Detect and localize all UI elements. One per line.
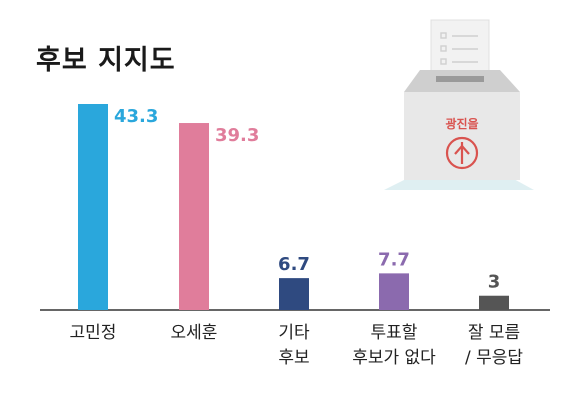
bar-series [78, 104, 509, 310]
chart-title: 후보 지지도 [36, 45, 176, 76]
ballot-slot [436, 76, 484, 82]
category-label-2: 오세훈 [171, 323, 218, 343]
ballot-box-icon: 광진을 [384, 19, 534, 190]
value-label-5: 3 [488, 272, 501, 293]
value-label-2: 39.3 [215, 125, 259, 146]
ballot-box-label: 광진을 [445, 116, 478, 131]
category-label-4: 투표할 후보가 없다 [352, 323, 436, 368]
bar-2 [179, 123, 209, 310]
value-label-1: 43.3 [114, 106, 158, 127]
bar-1 [78, 104, 108, 310]
category-label-3: 기타 후보 [278, 323, 310, 368]
value-label-4: 7.7 [378, 249, 410, 270]
bar-4 [379, 273, 409, 310]
category-label-1: 고민정 [70, 323, 117, 343]
vote-stamp-icon [445, 136, 479, 170]
ballot-box-shadow [384, 178, 534, 190]
value-label-3: 6.7 [278, 254, 310, 275]
ballot-paper-lines [440, 32, 478, 65]
value-labels: 43.3 39.3 6.7 7.7 3 [114, 106, 500, 293]
bar-5 [479, 295, 509, 310]
category-label-5: 잘 모름 / 무응답 [465, 323, 523, 368]
bar-3 [279, 278, 309, 310]
category-labels: 고민정 오세훈 기타 후보 투표할 후보가 없다 잘 모름 / 무응답 [70, 323, 524, 368]
ballot-box-body [404, 92, 520, 180]
